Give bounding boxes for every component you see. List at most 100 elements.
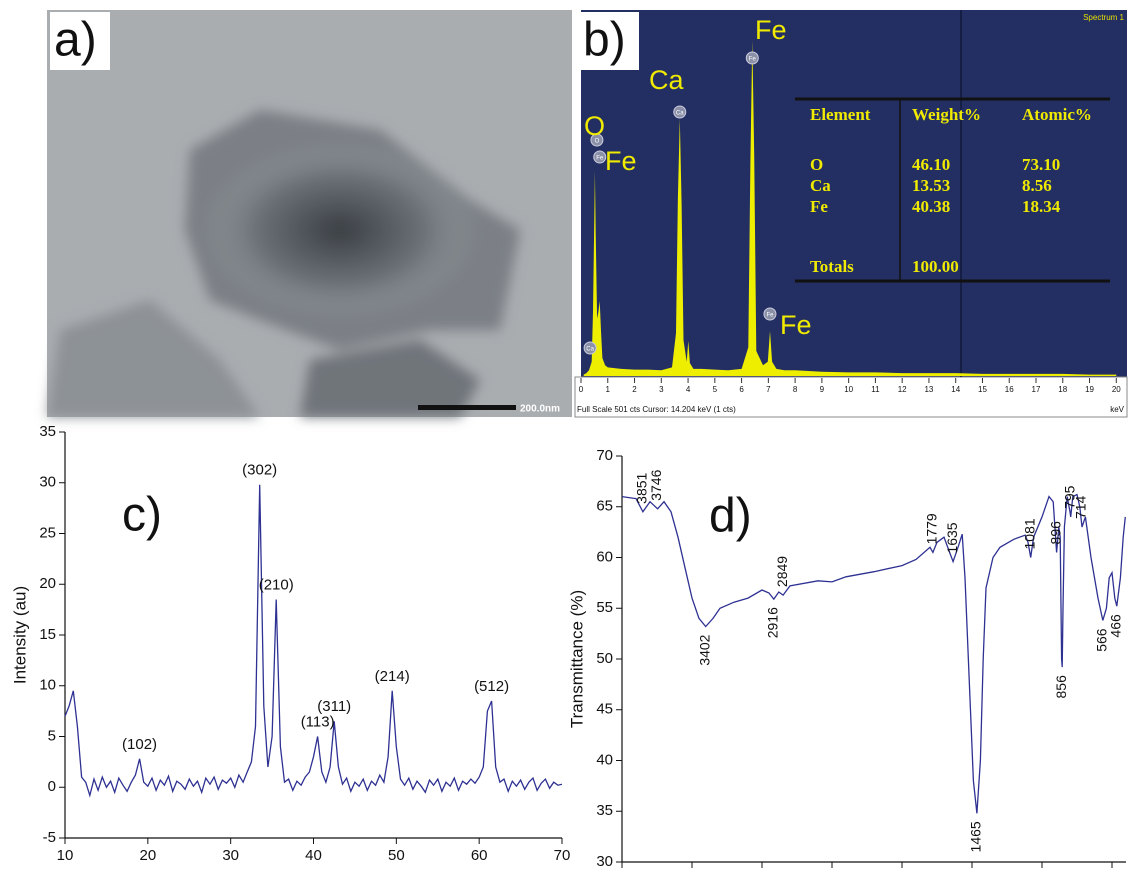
table-cell: Fe: [810, 197, 828, 216]
peak-label: 1635: [944, 522, 960, 553]
peak-marker-circle: [745, 51, 759, 65]
panel-label-box: [50, 12, 110, 70]
x-tick-label: 17: [1032, 385, 1041, 394]
x-tick-label: 1000: [1025, 871, 1058, 872]
panel-label: b): [583, 14, 626, 67]
data-line: [64, 484, 563, 798]
y-axis-label: Intensity (au): [10, 586, 29, 684]
element-label: O: [584, 111, 605, 141]
table-cell: 46.10: [912, 155, 950, 174]
x-tick-label: 2000: [885, 871, 918, 872]
peak-label: 896: [1047, 521, 1063, 545]
peak-label: 3402: [696, 634, 712, 665]
peak-label: (210): [259, 576, 294, 593]
peak-label: 1779: [924, 513, 940, 544]
peak-label: 3851: [634, 472, 650, 503]
table-cell: 40.38: [912, 197, 950, 216]
peak-label: 795: [1061, 485, 1077, 509]
y-tick-label: 70: [596, 447, 613, 464]
x-tick-label: 60: [471, 847, 488, 864]
peak-marker-label: O: [595, 139, 600, 145]
peak-marker: Ca: [583, 341, 597, 355]
x-tick-label: 4000: [605, 871, 638, 872]
y-tick-label: 0: [48, 778, 56, 795]
peak-marker-label: Ca: [586, 347, 594, 353]
data-line: [621, 493, 1126, 814]
x-tick-label: 20: [139, 847, 156, 864]
peak-marker: Ca: [673, 105, 687, 119]
x-tick-label: 19: [1085, 385, 1094, 394]
panel-label: c): [122, 489, 162, 542]
peak-marker-label: Fe: [596, 156, 604, 162]
x-tick-label: 1500: [955, 871, 988, 872]
peak-label: (302): [242, 462, 277, 479]
x-tick-label: 18: [1058, 385, 1067, 394]
y-tick-label: 10: [39, 677, 56, 694]
peak-label: 1465: [968, 821, 984, 852]
table-cell: O: [810, 155, 823, 174]
y-tick-label: 45: [596, 701, 613, 718]
y-tick-label: 35: [596, 802, 613, 819]
peak-label: 1081: [1021, 518, 1037, 549]
x-tick-label: 2: [632, 385, 637, 394]
x-tick-label: 6: [739, 385, 744, 394]
x-unit-label: keV: [1110, 405, 1124, 414]
table-header: Weight%: [912, 105, 981, 124]
peak-marker-circle: [583, 341, 597, 355]
x-tick-label: 3: [659, 385, 664, 394]
x-tick-label: 40: [305, 847, 322, 864]
table-cell: 73.10: [1022, 155, 1060, 174]
y-tick-label: 30: [596, 853, 613, 870]
panel-label: a): [54, 14, 97, 67]
peak-label: (113): [301, 713, 335, 730]
y-tick-label: 50: [596, 650, 613, 667]
peak-label: (512): [474, 678, 509, 695]
peak-marker: Fe: [763, 307, 777, 321]
peak-marker-label: Fe: [749, 57, 757, 63]
particle: [47, 110, 520, 417]
element-label: Ca: [649, 65, 684, 95]
y-tick-label: 25: [39, 524, 56, 541]
table-total: 100.00: [912, 257, 959, 276]
table-header: Atomic%: [1022, 105, 1092, 124]
peak-label: 3746: [648, 469, 664, 500]
panel-label-box: [579, 12, 639, 70]
y-tick-label: 55: [596, 599, 613, 616]
x-tick-label: 70: [554, 847, 571, 864]
element-label: Fe: [755, 15, 787, 45]
peak-marker: O: [590, 133, 604, 147]
scale-bar: [418, 405, 516, 410]
y-tick-label: 15: [39, 626, 56, 643]
y-tick-label: 35: [39, 423, 56, 440]
x-tick-label: 13: [924, 385, 933, 394]
x-tick-label: 10: [57, 847, 74, 864]
peak-marker-label: Ca: [676, 111, 684, 117]
y-tick-label: 30: [39, 474, 56, 491]
y-axis-label: Transmittance (%): [567, 590, 586, 728]
x-tick-label: 4: [686, 385, 691, 394]
element-label: Fe: [780, 310, 812, 340]
peak-label: 566: [1093, 628, 1109, 652]
table-total: Totals: [810, 257, 854, 276]
x-tick-label: 7: [766, 385, 771, 394]
peak-label: 856: [1053, 675, 1069, 699]
y-tick-label: 5: [48, 727, 56, 744]
eds-axis-strip: [574, 376, 1128, 418]
spectrum-title: Spectrum 1: [1083, 13, 1124, 22]
peak-label: (214): [375, 668, 410, 685]
peak-marker-circle: [593, 150, 607, 164]
y-tick-label: 40: [596, 751, 613, 768]
peak-label: 2916: [764, 607, 780, 638]
y-tick-label: 20: [39, 575, 56, 592]
peak-label: 2849: [774, 556, 790, 587]
peak-label: 466: [1107, 614, 1123, 638]
x-tick-label: 14: [951, 385, 960, 394]
peak-label: (311): [317, 698, 351, 715]
scale-bar-label: 200.0nm: [520, 404, 560, 415]
x-tick-label: 30: [222, 847, 239, 864]
x-tick-label: 15: [978, 385, 987, 394]
peak-marker-circle: [673, 105, 687, 119]
x-tick-label: 50: [388, 847, 405, 864]
footer: Full Scale 501 cts Cursor: 14.204 keV (1…: [577, 405, 736, 414]
